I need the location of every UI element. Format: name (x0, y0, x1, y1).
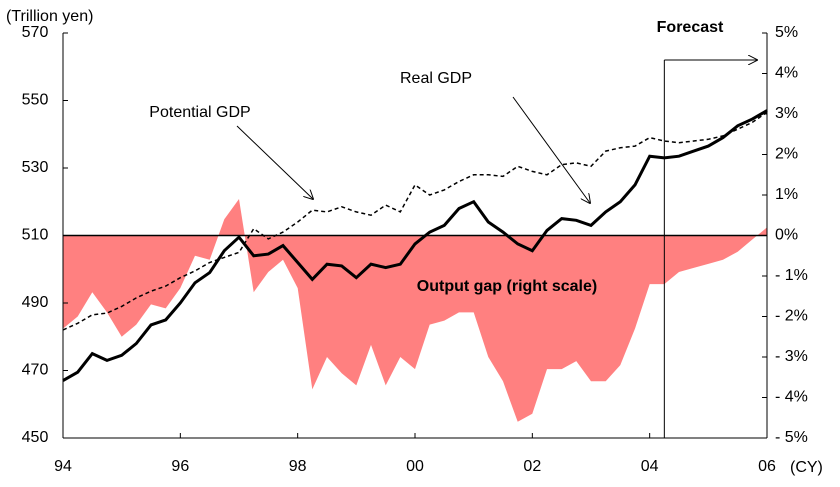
y2-tick-label: - 5% (775, 429, 808, 446)
y2-tick-label: - 1% (775, 267, 808, 284)
x-tick-label: 00 (406, 458, 424, 475)
x-tick-label: 98 (289, 458, 307, 475)
x-tick-label: 04 (641, 458, 659, 475)
y2-tick-label: 1% (775, 186, 798, 203)
y2-tick-label: - 3% (775, 348, 808, 365)
gap-label: Output gap (right scale) (417, 278, 597, 295)
output-gap-area (63, 199, 767, 422)
y2-tick-label: - 2% (775, 308, 808, 325)
y2-tick-label: 5% (775, 24, 798, 41)
y2-tick-label: 3% (775, 105, 798, 122)
x-tick-label: 96 (171, 458, 189, 475)
y2-tick-label: - 4% (775, 389, 808, 406)
y2-tick-label: 4% (775, 65, 798, 82)
potential-gdp-label: Potential GDP (149, 104, 250, 121)
x-axis-label: (CY) (790, 459, 823, 476)
x-tick-label: 06 (758, 458, 776, 475)
y-axis-label: (Trillion yen) (6, 8, 93, 25)
plot: 450 470 490 510 530 550 570 - 5% - 4% - 3% - 2% - 1… (22, 24, 808, 475)
y2-tick-label: 2% (775, 146, 798, 163)
annotation-arrow (512, 96, 590, 203)
forecast-label: Forecast (657, 19, 724, 36)
y2-tick-label: 0% (775, 227, 798, 244)
annotation-arrow (236, 125, 313, 199)
x-tick-label: 02 (523, 458, 541, 475)
y-tick-label: 510 (22, 227, 49, 244)
y-tick-label: 550 (22, 92, 49, 109)
y-tick-label: 490 (22, 294, 49, 311)
gdp-line (62, 109, 768, 382)
y-tick-label: 530 (22, 159, 49, 176)
y-tick-label: 470 (22, 362, 49, 379)
y-tick-label: 570 (22, 24, 49, 41)
y-tick-label: 450 (22, 429, 49, 446)
real-gdp-label: Real GDP (400, 70, 472, 87)
x-tick-label: 94 (54, 458, 72, 475)
gdp-line (62, 111, 768, 331)
